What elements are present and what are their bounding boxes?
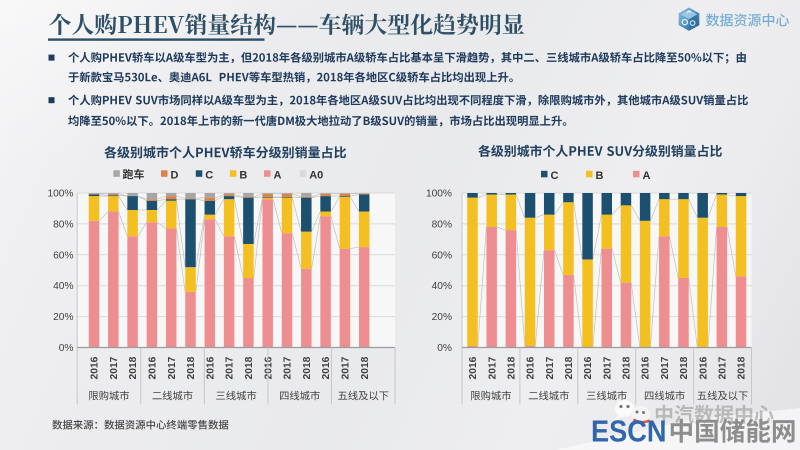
svg-text:2016: 2016 bbox=[698, 356, 709, 379]
svg-text:40%: 40% bbox=[53, 281, 73, 292]
svg-text:20%: 20% bbox=[53, 312, 73, 323]
svg-text:2018: 2018 bbox=[360, 356, 371, 379]
svg-text:20%: 20% bbox=[432, 312, 452, 323]
svg-text:2017: 2017 bbox=[109, 356, 120, 379]
svg-text:2016: 2016 bbox=[90, 356, 101, 379]
svg-text:2018: 2018 bbox=[737, 356, 748, 379]
svg-text:B: B bbox=[596, 170, 604, 182]
svg-text:60%: 60% bbox=[432, 250, 452, 261]
svg-text:2017: 2017 bbox=[717, 356, 728, 379]
svg-text:2016: 2016 bbox=[583, 356, 594, 379]
svg-text:2018: 2018 bbox=[507, 356, 518, 379]
svg-text:2017: 2017 bbox=[487, 356, 498, 379]
svg-text:2016: 2016 bbox=[641, 356, 652, 379]
svg-text:2016: 2016 bbox=[526, 356, 537, 379]
svg-text:2016: 2016 bbox=[468, 356, 479, 379]
svg-text:A: A bbox=[274, 170, 282, 182]
svg-text:0%: 0% bbox=[59, 343, 74, 354]
svg-text:2017: 2017 bbox=[660, 356, 671, 379]
svg-text:A: A bbox=[643, 170, 651, 182]
svg-text:A0: A0 bbox=[309, 170, 323, 182]
svg-text:2018: 2018 bbox=[679, 356, 690, 379]
svg-text:2016: 2016 bbox=[263, 356, 274, 379]
svg-text:100%: 100% bbox=[426, 189, 452, 200]
svg-text:C: C bbox=[551, 170, 559, 182]
svg-text:D: D bbox=[171, 170, 179, 182]
svg-text:2016: 2016 bbox=[321, 356, 332, 379]
svg-text:2017: 2017 bbox=[341, 356, 352, 379]
svg-text:2017: 2017 bbox=[225, 356, 236, 379]
svg-text:80%: 80% bbox=[53, 219, 73, 230]
svg-text:C: C bbox=[205, 170, 213, 182]
svg-text:2018: 2018 bbox=[244, 356, 255, 379]
svg-text:2017: 2017 bbox=[167, 356, 178, 379]
svg-text:2018: 2018 bbox=[564, 356, 575, 379]
svg-text:0%: 0% bbox=[437, 343, 452, 354]
svg-text:2018: 2018 bbox=[302, 356, 313, 379]
svg-text:2016: 2016 bbox=[148, 356, 159, 379]
svg-text:2016: 2016 bbox=[205, 356, 216, 379]
svg-text:80%: 80% bbox=[432, 219, 452, 230]
svg-text:2017: 2017 bbox=[545, 356, 556, 379]
svg-text:60%: 60% bbox=[53, 250, 73, 261]
svg-text:2017: 2017 bbox=[602, 356, 613, 379]
svg-text:40%: 40% bbox=[432, 281, 452, 292]
svg-text:2018: 2018 bbox=[622, 356, 633, 379]
svg-text:2018: 2018 bbox=[128, 356, 139, 379]
svg-text:100%: 100% bbox=[47, 189, 73, 200]
svg-text:B: B bbox=[239, 170, 247, 182]
svg-text:2017: 2017 bbox=[283, 356, 294, 379]
svg-text:ESCN: ESCN bbox=[591, 415, 667, 449]
svg-text:2018: 2018 bbox=[186, 356, 197, 379]
